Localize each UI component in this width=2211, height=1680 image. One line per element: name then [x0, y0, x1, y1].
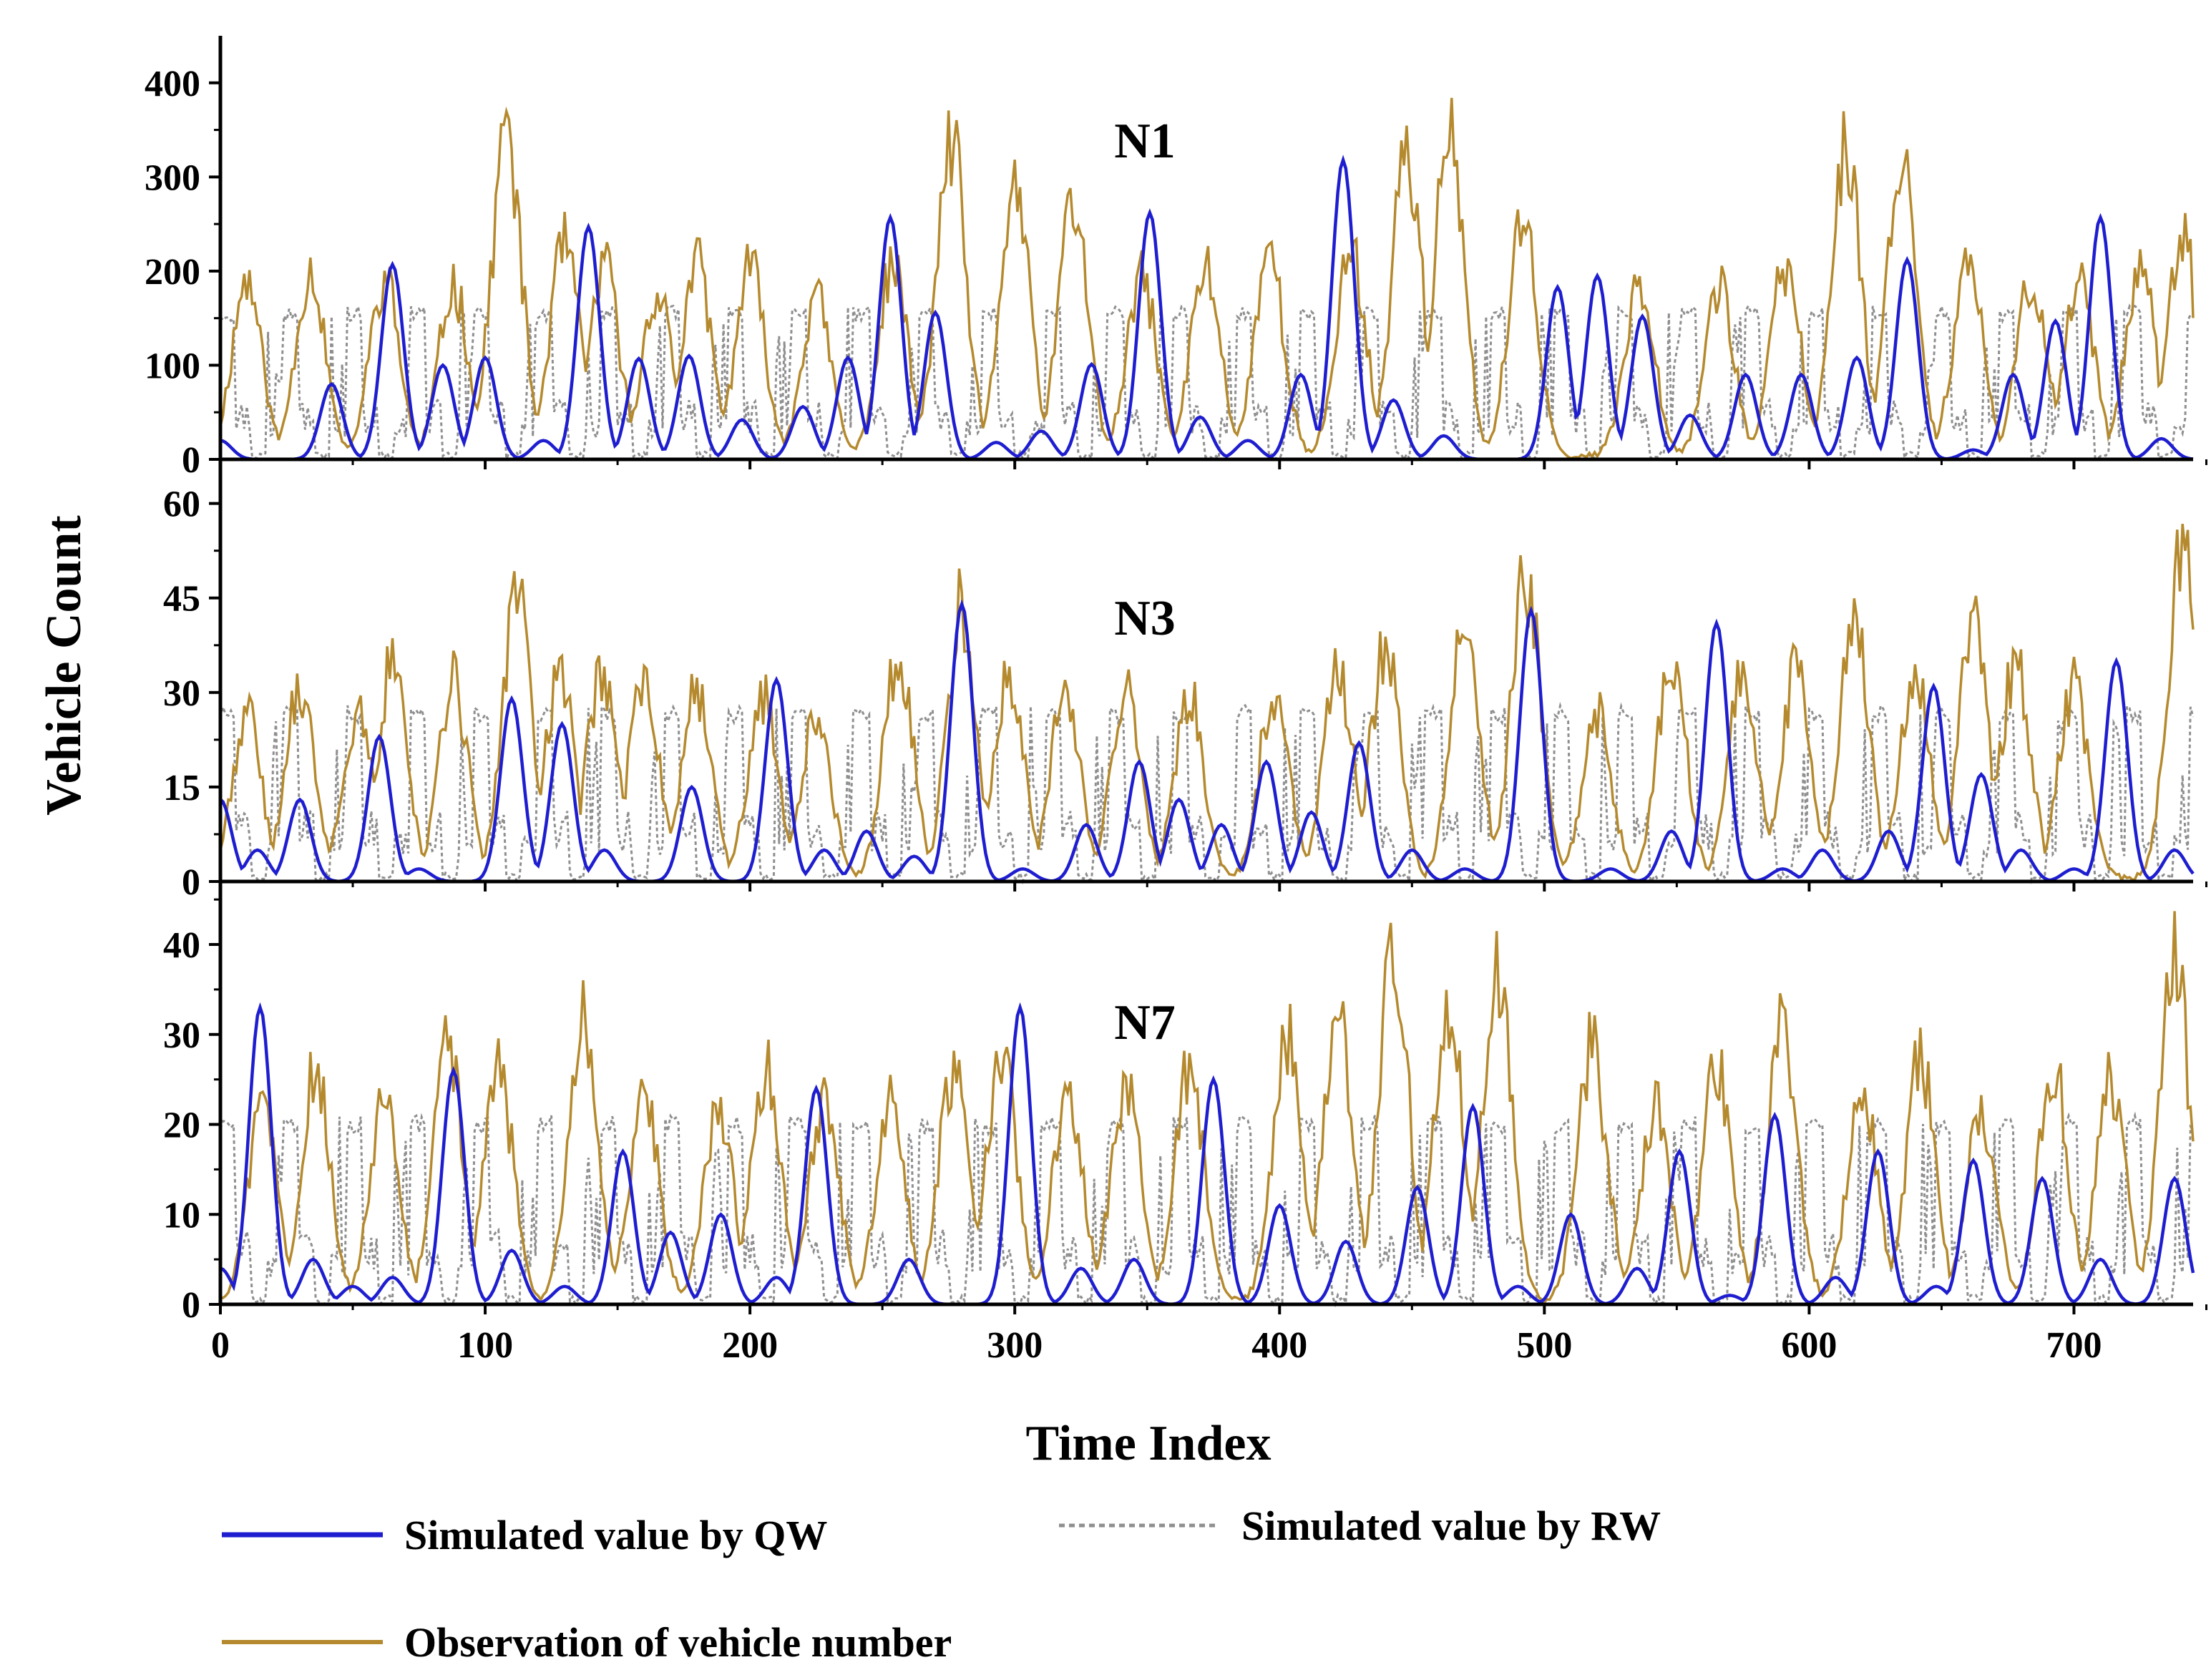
- legend-label-qw: Simulated value by QW: [404, 1512, 827, 1558]
- y-tick-label: 60: [163, 484, 200, 525]
- y-tick-label: 300: [145, 157, 200, 198]
- y-tick-label: 0: [182, 1285, 200, 1326]
- y-tick-label: 40: [163, 925, 200, 966]
- x-tick-label: 600: [1781, 1325, 1837, 1366]
- x-tick-label: 400: [1251, 1325, 1307, 1366]
- x-tick-label: 500: [1516, 1325, 1572, 1366]
- panel-label: N3: [1114, 591, 1176, 646]
- panel-label: N1: [1114, 114, 1176, 169]
- y-tick-label: 15: [163, 768, 200, 809]
- y-tick-label: 10: [163, 1195, 200, 1236]
- y-axis-title: Vehicle Count: [36, 515, 92, 815]
- series-rw-line: [219, 302, 2194, 464]
- x-tick-label: 300: [987, 1325, 1043, 1366]
- y-tick-label: 30: [163, 1015, 200, 1056]
- y-tick-label: 45: [163, 579, 200, 620]
- panel-label: N7: [1114, 995, 1176, 1050]
- y-tick-label: 0: [182, 862, 200, 903]
- legend-label-obs: Observation of vehicle number: [404, 1619, 952, 1666]
- series-observation-line: [220, 911, 2195, 1304]
- panel-n3: 0 15 30 45 60 N3: [163, 459, 2208, 903]
- y-tick-label: 30: [163, 673, 200, 714]
- series-qw-line: [220, 1002, 2195, 1307]
- y-tick-label: 20: [163, 1105, 200, 1146]
- x-tick-label: 200: [722, 1325, 778, 1366]
- legend: Simulated value by QW Simulated value by…: [222, 1503, 1661, 1666]
- series-observation-line: [219, 97, 2195, 460]
- x-axis-title: Time Index: [1026, 1416, 1272, 1471]
- y-tick-label: 200: [145, 252, 200, 293]
- x-tick-label: 0: [211, 1325, 230, 1366]
- y-tick-label: 100: [145, 346, 200, 386]
- legend-label-rw: Simulated value by RW: [1241, 1503, 1661, 1549]
- series-qw-line: [220, 155, 2194, 461]
- series-rw-line: [219, 1111, 2195, 1308]
- y-tick-label: 0: [182, 440, 200, 481]
- y-tick-label: 400: [145, 64, 200, 104]
- series-observation-line: [219, 524, 2195, 883]
- series-qw-line: [219, 599, 2195, 884]
- panel-n1: 0 100 200 300 400 N1: [145, 36, 2208, 481]
- x-tick-label: 100: [457, 1325, 513, 1366]
- series-rw-line: [219, 701, 2195, 886]
- x-tick-label: 700: [2046, 1325, 2102, 1366]
